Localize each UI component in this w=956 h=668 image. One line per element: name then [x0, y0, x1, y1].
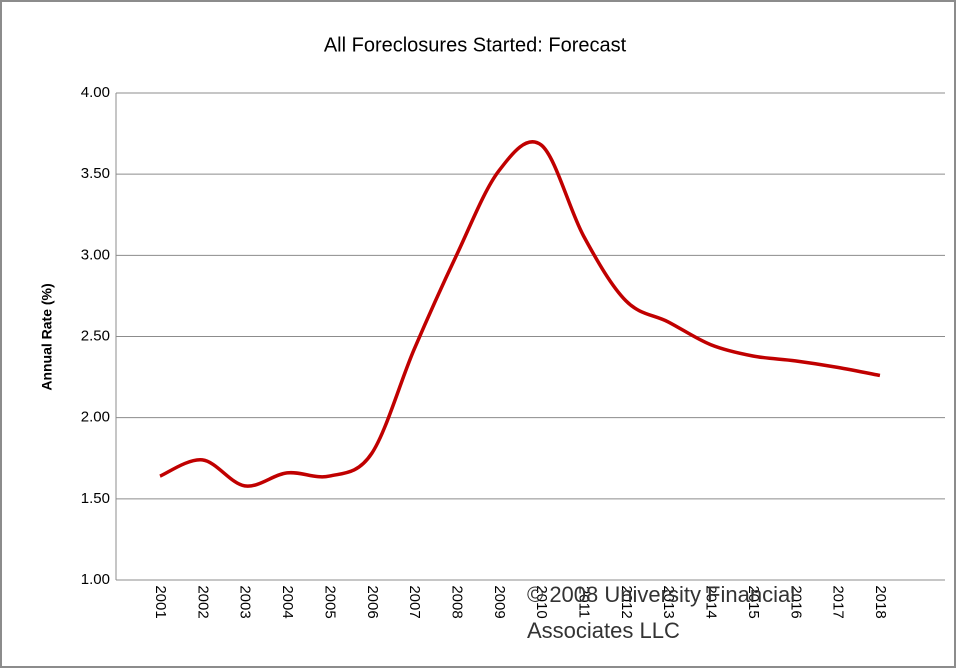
x-tick-label: 2018 — [872, 585, 889, 618]
y-tick-label: 1.00 — [81, 571, 110, 588]
watermark: © 2008 University Financial — [527, 582, 795, 607]
x-tick-label: 2004 — [279, 585, 296, 618]
x-tick-label: 2001 — [152, 585, 169, 618]
x-tick-label: 2005 — [321, 585, 338, 618]
y-axis-label: Annual Rate (%) — [39, 283, 55, 390]
watermark: Associates LLC — [527, 618, 680, 643]
y-tick-label: 3.50 — [81, 165, 110, 182]
x-tick-label: 2013 — [660, 585, 677, 618]
x-tick-label: 2017 — [830, 585, 847, 618]
x-tick-label: 2008 — [448, 585, 465, 618]
y-tick-label: 4.00 — [81, 84, 110, 101]
y-tick-label: 1.50 — [81, 490, 110, 507]
x-tick-label: 2015 — [745, 585, 762, 618]
data-line — [159, 140, 881, 488]
x-tick-label: 2014 — [703, 585, 720, 618]
x-tick-label: 2016 — [787, 585, 804, 618]
y-tick-label: 2.50 — [81, 327, 110, 344]
y-tick-label: 3.00 — [81, 246, 110, 263]
x-tick-label: 2003 — [237, 585, 254, 618]
x-tick-label: 2009 — [491, 585, 508, 618]
x-tick-label: 2006 — [364, 585, 381, 618]
x-tick-label: 2012 — [618, 585, 635, 618]
y-tick-label: 2.00 — [81, 409, 110, 426]
x-tick-label: 2010 — [533, 585, 550, 618]
x-tick-label: 2007 — [406, 585, 423, 618]
x-tick-label: 2011 — [576, 586, 593, 618]
x-tick-label: 2002 — [194, 585, 211, 618]
chart-title: All Foreclosures Started: Forecast — [324, 34, 627, 56]
